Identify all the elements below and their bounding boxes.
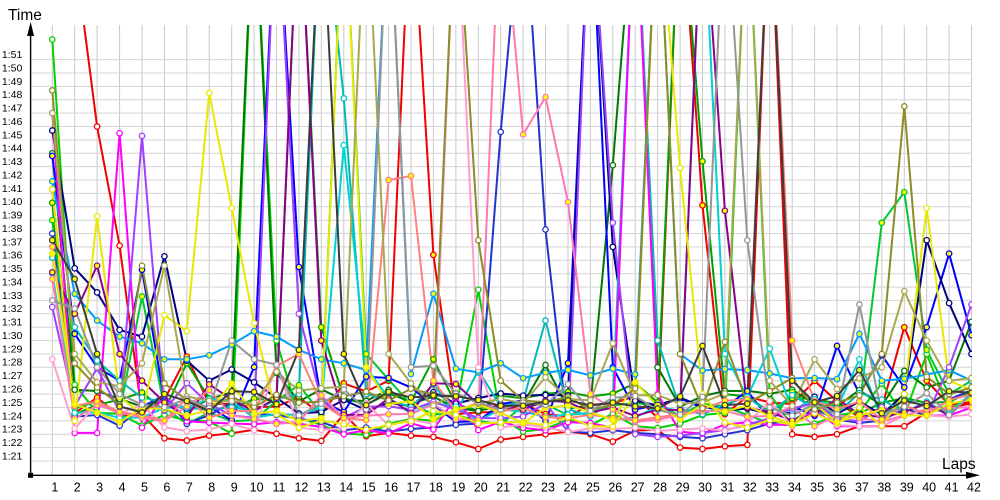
svg-text:24: 24 xyxy=(564,481,578,495)
svg-text:23: 23 xyxy=(541,481,555,495)
svg-text:12: 12 xyxy=(294,481,308,495)
svg-text:8: 8 xyxy=(208,481,215,495)
svg-text:25: 25 xyxy=(586,481,600,495)
svg-text:1:40: 1:40 xyxy=(2,196,23,208)
svg-text:Time: Time xyxy=(8,7,42,24)
svg-text:20: 20 xyxy=(474,481,488,495)
svg-text:1:33: 1:33 xyxy=(2,290,23,302)
svg-text:40: 40 xyxy=(922,481,936,495)
svg-text:1:46: 1:46 xyxy=(2,116,23,128)
svg-text:1:24: 1:24 xyxy=(2,410,23,422)
svg-text:29: 29 xyxy=(676,481,690,495)
svg-text:1:34: 1:34 xyxy=(2,277,23,289)
svg-text:19: 19 xyxy=(451,481,465,495)
svg-text:30: 30 xyxy=(698,481,712,495)
svg-text:1:28: 1:28 xyxy=(2,357,23,369)
svg-text:7: 7 xyxy=(186,481,193,495)
svg-text:1:35: 1:35 xyxy=(2,263,23,275)
svg-text:17: 17 xyxy=(407,481,421,495)
svg-text:3: 3 xyxy=(96,481,103,495)
svg-text:1:47: 1:47 xyxy=(2,103,23,115)
svg-text:35: 35 xyxy=(810,481,824,495)
svg-text:4: 4 xyxy=(119,481,126,495)
svg-text:22: 22 xyxy=(519,481,533,495)
svg-text:1:42: 1:42 xyxy=(2,169,23,181)
svg-text:42: 42 xyxy=(967,481,981,495)
svg-text:27: 27 xyxy=(631,481,645,495)
svg-text:1:31: 1:31 xyxy=(2,317,23,329)
svg-text:1:48: 1:48 xyxy=(2,89,23,101)
svg-text:34: 34 xyxy=(788,481,802,495)
svg-text:1:25: 1:25 xyxy=(2,397,23,409)
svg-text:1:38: 1:38 xyxy=(2,223,23,235)
svg-text:1:50: 1:50 xyxy=(2,62,23,74)
svg-text:41: 41 xyxy=(945,481,959,495)
svg-text:1:29: 1:29 xyxy=(2,343,23,355)
svg-text:1:49: 1:49 xyxy=(2,76,23,88)
svg-text:1:30: 1:30 xyxy=(2,330,23,342)
svg-text:32: 32 xyxy=(743,481,757,495)
svg-text:6: 6 xyxy=(163,481,170,495)
svg-text:1:51: 1:51 xyxy=(2,49,23,61)
svg-text:1:21: 1:21 xyxy=(2,450,23,462)
svg-text:18: 18 xyxy=(429,481,443,495)
svg-text:21: 21 xyxy=(496,481,510,495)
svg-text:1:45: 1:45 xyxy=(2,129,23,141)
svg-text:28: 28 xyxy=(653,481,667,495)
svg-text:9: 9 xyxy=(231,481,238,495)
svg-text:Laps: Laps xyxy=(942,456,976,473)
svg-text:1: 1 xyxy=(51,481,58,495)
svg-text:1:36: 1:36 xyxy=(2,250,23,262)
svg-text:15: 15 xyxy=(362,481,376,495)
svg-text:1:44: 1:44 xyxy=(2,143,23,155)
svg-text:11: 11 xyxy=(273,481,286,495)
svg-text:31: 31 xyxy=(720,481,734,495)
svg-text:33: 33 xyxy=(765,481,779,495)
svg-text:13: 13 xyxy=(317,481,331,495)
svg-text:1:43: 1:43 xyxy=(2,156,23,168)
svg-text:1:41: 1:41 xyxy=(2,183,23,195)
svg-text:1:27: 1:27 xyxy=(2,370,23,382)
svg-text:39: 39 xyxy=(900,481,914,495)
svg-text:16: 16 xyxy=(384,481,398,495)
svg-text:38: 38 xyxy=(877,481,891,495)
svg-text:1:32: 1:32 xyxy=(2,303,23,315)
svg-text:36: 36 xyxy=(833,481,847,495)
svg-text:37: 37 xyxy=(855,481,869,495)
svg-text:2: 2 xyxy=(74,481,81,495)
svg-text:5: 5 xyxy=(141,481,148,495)
svg-text:1:37: 1:37 xyxy=(2,236,23,248)
svg-text:1:22: 1:22 xyxy=(2,437,23,449)
svg-text:1:26: 1:26 xyxy=(2,384,23,396)
svg-text:26: 26 xyxy=(608,481,622,495)
svg-text:1:23: 1:23 xyxy=(2,424,23,436)
svg-text:1:39: 1:39 xyxy=(2,210,23,222)
svg-text:10: 10 xyxy=(250,481,264,495)
svg-text:14: 14 xyxy=(339,481,353,495)
